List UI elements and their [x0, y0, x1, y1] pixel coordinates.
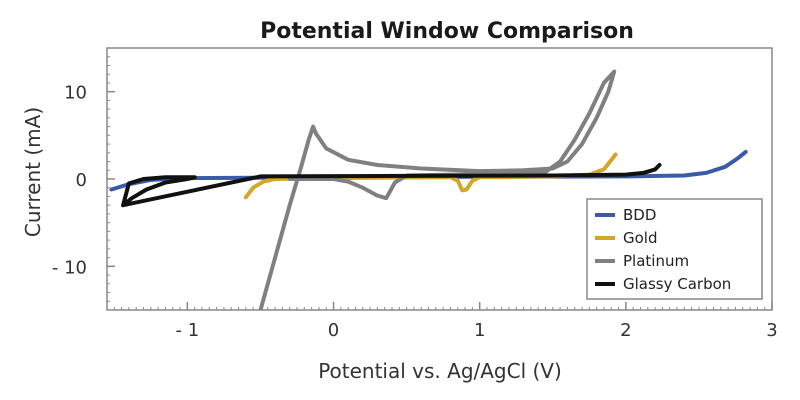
x-axis-label: Potential vs. Ag/AgCl (V)	[318, 359, 562, 383]
x-tick-label: 2	[620, 320, 631, 341]
chart-title: Potential Window Comparison	[260, 19, 634, 44]
legend-label-platinum: Platinum	[623, 252, 689, 270]
x-tick-label: - 1	[176, 320, 200, 341]
y-tick-label: - 10	[52, 257, 87, 278]
x-tick-label: 0	[328, 320, 339, 341]
series-line-platinum	[258, 69, 617, 310]
x-tick-label: 3	[766, 320, 777, 341]
y-tick-label: 0	[76, 170, 87, 191]
series-line-glassy-carbon	[121, 163, 662, 208]
legend-label-glassy-carbon: Glassy Carbon	[623, 275, 731, 293]
series-layer	[109, 69, 748, 310]
legend: BDD Gold Platinum Glassy Carbon	[586, 198, 763, 300]
legend-label-gold: Gold	[623, 229, 658, 247]
y-tick-label: 10	[64, 83, 87, 104]
legend-label-bdd: BDD	[623, 206, 656, 224]
x-tick-label: 1	[474, 320, 485, 341]
y-axis-label: Current (mA)	[21, 107, 45, 237]
legend-box	[586, 198, 763, 300]
